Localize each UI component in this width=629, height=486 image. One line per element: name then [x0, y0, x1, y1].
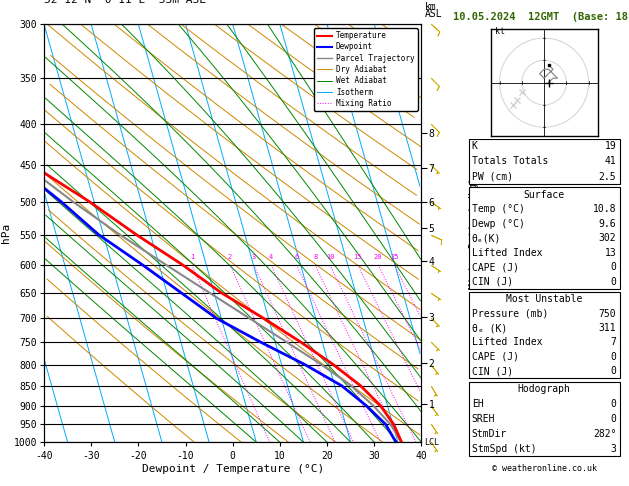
Text: 19: 19 [604, 141, 616, 151]
Text: LCL: LCL [424, 438, 439, 447]
Text: 10.05.2024  12GMT  (Base: 18): 10.05.2024 12GMT (Base: 18) [454, 12, 629, 22]
Text: CAPE (J): CAPE (J) [472, 352, 519, 362]
Text: Temp (°C): Temp (°C) [472, 204, 525, 214]
Text: 0: 0 [611, 366, 616, 376]
Text: Totals Totals: Totals Totals [472, 156, 548, 166]
Text: Lifted Index: Lifted Index [472, 248, 542, 258]
Text: StmDir: StmDir [472, 429, 507, 439]
X-axis label: Dewpoint / Temperature (°C): Dewpoint / Temperature (°C) [142, 464, 324, 474]
Text: Surface: Surface [523, 190, 565, 200]
Legend: Temperature, Dewpoint, Parcel Trajectory, Dry Adiabat, Wet Adiabat, Isotherm, Mi: Temperature, Dewpoint, Parcel Trajectory… [314, 28, 418, 111]
Text: SREH: SREH [472, 414, 495, 424]
Text: 0: 0 [611, 414, 616, 424]
Text: K: K [472, 141, 477, 151]
Text: kt: kt [495, 27, 505, 35]
Text: 0: 0 [611, 277, 616, 287]
Text: 25: 25 [390, 254, 399, 260]
Text: 3: 3 [252, 254, 256, 260]
Text: Dewp (°C): Dewp (°C) [472, 219, 525, 229]
Text: 4: 4 [269, 254, 273, 260]
Y-axis label: hPa: hPa [1, 223, 11, 243]
Text: PW (cm): PW (cm) [472, 172, 513, 181]
Text: CIN (J): CIN (J) [472, 277, 513, 287]
Bar [469, 188, 620, 289]
Text: CAPE (J): CAPE (J) [472, 262, 519, 272]
Text: 750: 750 [599, 309, 616, 319]
Bar [469, 382, 620, 456]
Text: 8: 8 [313, 254, 317, 260]
Text: 0: 0 [611, 262, 616, 272]
Text: 3: 3 [611, 444, 616, 453]
Text: 10: 10 [326, 254, 334, 260]
Text: 0: 0 [611, 399, 616, 409]
Text: Pressure (mb): Pressure (mb) [472, 309, 548, 319]
Text: θₑ (K): θₑ (K) [472, 323, 507, 333]
Text: 311: 311 [599, 323, 616, 333]
Text: Hodograph: Hodograph [518, 384, 571, 394]
Text: 15: 15 [353, 254, 362, 260]
Text: 52°12'N  0°11'E  53m ASL: 52°12'N 0°11'E 53m ASL [44, 0, 206, 5]
Text: Lifted Index: Lifted Index [472, 337, 542, 347]
Text: 13: 13 [604, 248, 616, 258]
Text: 0: 0 [611, 352, 616, 362]
Text: © weatheronline.co.uk: © weatheronline.co.uk [492, 464, 596, 473]
Text: 20: 20 [374, 254, 382, 260]
Y-axis label: Mixing Ratio (g/kg): Mixing Ratio (g/kg) [469, 177, 479, 289]
Text: ASL: ASL [425, 9, 442, 19]
Text: 7: 7 [611, 337, 616, 347]
Text: km: km [425, 2, 437, 12]
Text: CIN (J): CIN (J) [472, 366, 513, 376]
Text: 9.6: 9.6 [599, 219, 616, 229]
Text: 10.8: 10.8 [593, 204, 616, 214]
Text: EH: EH [472, 399, 484, 409]
Text: 2: 2 [228, 254, 232, 260]
Text: 41: 41 [604, 156, 616, 166]
Text: Most Unstable: Most Unstable [506, 295, 582, 304]
Text: 6: 6 [294, 254, 299, 260]
Bar [469, 292, 620, 378]
Text: 1: 1 [190, 254, 194, 260]
Text: 302: 302 [599, 233, 616, 243]
Bar [469, 139, 620, 184]
Text: θₑ(K): θₑ(K) [472, 233, 501, 243]
Text: StmSpd (kt): StmSpd (kt) [472, 444, 537, 453]
Text: 282°: 282° [593, 429, 616, 439]
Text: 2.5: 2.5 [599, 172, 616, 181]
